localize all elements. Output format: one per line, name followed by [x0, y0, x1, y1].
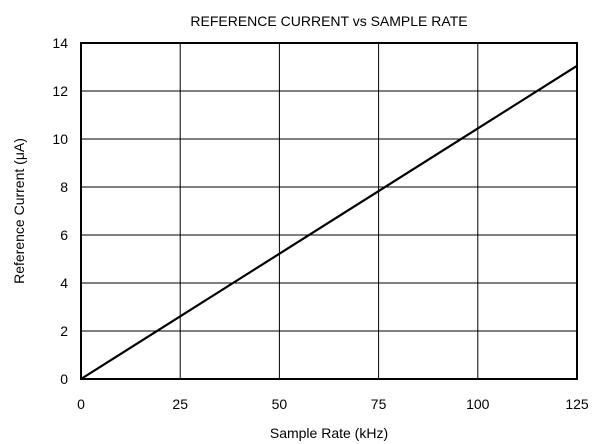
x-tick-labels: 0 25 50 75 100 125 [77, 396, 589, 412]
x-tick-label: 100 [466, 396, 490, 412]
x-axis-label: Sample Rate (kHz) [270, 425, 388, 441]
y-tick-label: 10 [52, 131, 68, 147]
plot-frame [80, 42, 578, 380]
series-line-0 [80, 64, 578, 380]
y-tick-label: 6 [60, 227, 68, 243]
grid [81, 43, 577, 379]
chart-title: REFERENCE CURRENT vs SAMPLE RATE [190, 13, 467, 29]
x-tick-label: 50 [272, 396, 288, 412]
y-tick-label: 2 [60, 323, 68, 339]
y-tick-label: 0 [60, 371, 68, 387]
x-tick-label: 25 [172, 396, 188, 412]
x-tick-label: 0 [77, 396, 85, 412]
y-tick-label: 14 [52, 35, 68, 51]
y-tick-label: 12 [52, 83, 68, 99]
x-tick-label: 75 [371, 396, 387, 412]
y-axis-label: Reference Current (μA) [11, 138, 27, 284]
y-tick-labels: 0 2 4 6 8 10 12 14 [52, 35, 68, 387]
y-tick-label: 8 [60, 179, 68, 195]
series-layer [80, 64, 578, 380]
x-tick-label: 125 [565, 396, 589, 412]
y-tick-label: 4 [60, 275, 68, 291]
